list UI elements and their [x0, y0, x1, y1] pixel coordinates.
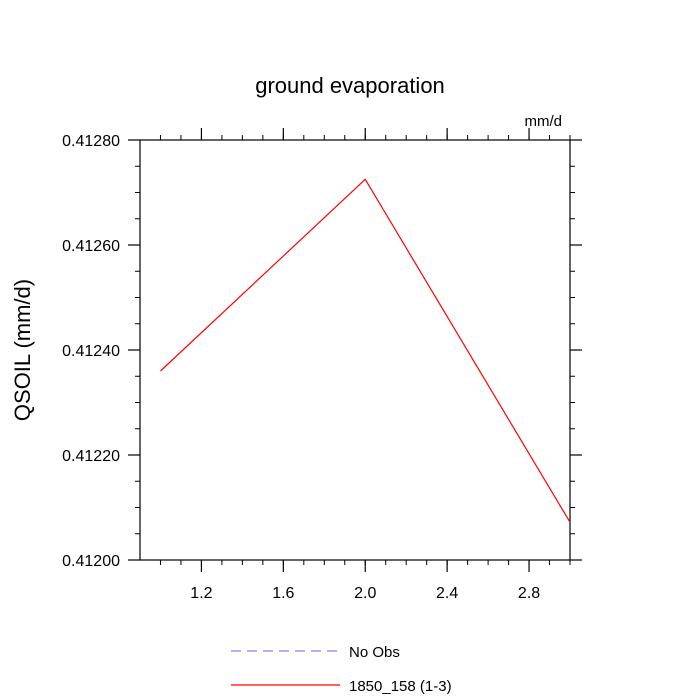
y-tick-label: 0.41240: [62, 343, 120, 360]
units-label: mm/d: [525, 113, 563, 130]
x-tick-label: 1.6: [272, 585, 294, 602]
legend-label: 1850_158 (1-3): [349, 678, 452, 695]
y-tick-label: 0.41200: [62, 553, 120, 570]
x-tick-label: 1.2: [190, 585, 212, 602]
series-layer: [160, 178, 571, 523]
legend-label: No Obs: [349, 644, 400, 661]
y-tick-label: 0.41220: [62, 448, 120, 465]
y-axis-ticks: 0.41200 0.41220 0.41240 0.41260 0.41280: [62, 133, 582, 570]
series-line: [160, 178, 571, 523]
y-tick-label: 0.41260: [62, 238, 120, 255]
x-tick-label: 2.4: [436, 585, 458, 602]
x-axis-ticks: 1.2 1.6 2.0 2.4 2.8: [159, 128, 571, 602]
y-axis-label: QSOIL (mm/d): [10, 279, 35, 421]
chart-title: ground evaporation: [255, 73, 445, 98]
plot-frame: [139, 139, 571, 561]
x-tick-label: 2.0: [354, 585, 376, 602]
legend: No Obs 1850_158 (1-3): [231, 644, 452, 695]
x-tick-label: 2.8: [518, 585, 540, 602]
y-tick-label: 0.41280: [62, 133, 120, 150]
